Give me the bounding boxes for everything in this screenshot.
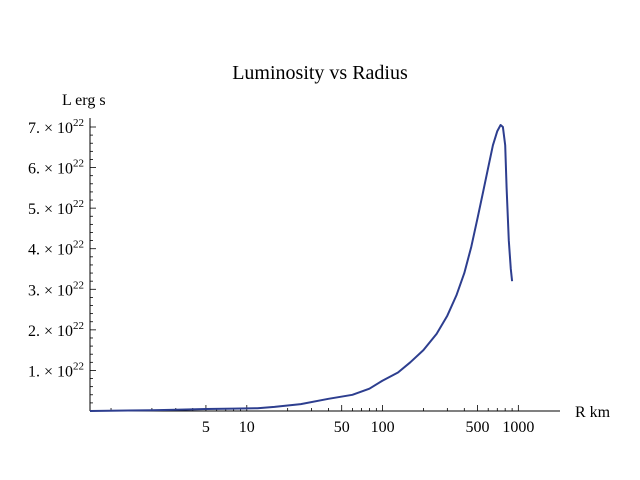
- x-tick-label: 5: [202, 419, 210, 436]
- y-tick-label: 2. × 1022: [28, 320, 84, 340]
- y-tick-label: 1. × 1022: [28, 360, 84, 380]
- y-axis-label: L erg s: [62, 92, 106, 109]
- x-tick-label: 10: [239, 419, 255, 436]
- y-tick-label: 3. × 1022: [28, 279, 84, 299]
- chart-title: Luminosity vs Radius: [232, 62, 408, 84]
- y-tick-label: 5. × 1022: [28, 198, 84, 218]
- y-tick-label: 7. × 1022: [28, 117, 84, 137]
- x-axis-label: R km: [575, 404, 611, 421]
- y-tick-label: 6. × 1022: [28, 158, 84, 178]
- ticks: 5 10 50 100 500 1000 1. × 1022 2. × 1022 3. × 10…: [28, 117, 534, 436]
- y-tick-label: 4. × 1022: [28, 239, 84, 259]
- x-tick-label: 500: [465, 419, 489, 436]
- x-tick-label: 1000: [502, 419, 534, 436]
- luminosity-line: [89, 124, 514, 412]
- x-tick-label: 100: [371, 419, 395, 436]
- x-tick-label: 50: [334, 419, 350, 436]
- series: [89, 124, 514, 412]
